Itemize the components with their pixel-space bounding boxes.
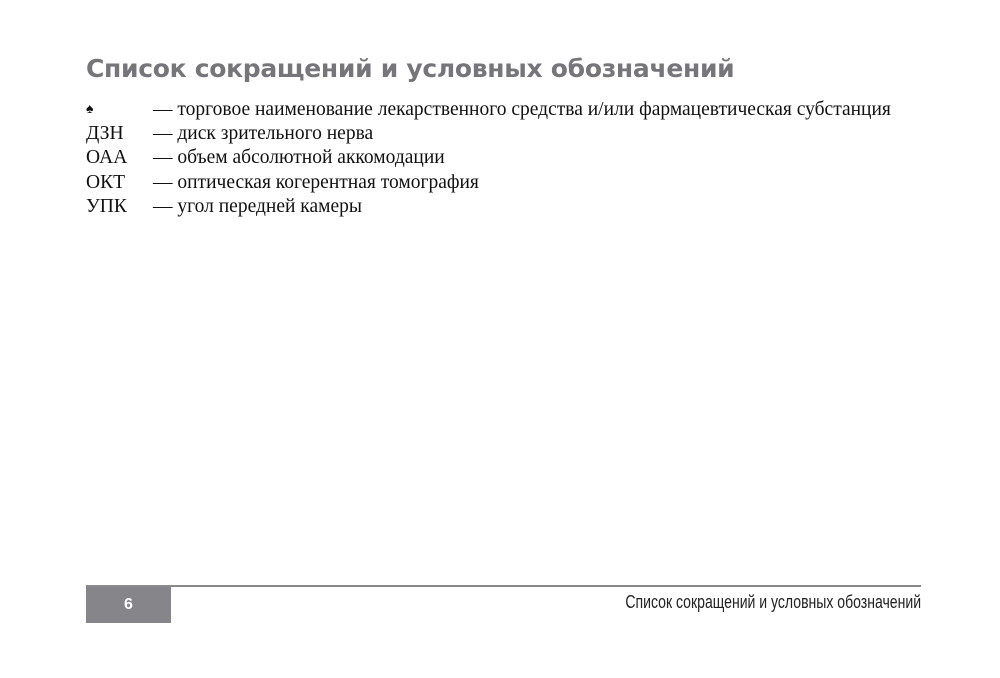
abbreviation-definition: — объем абсолютной аккомодации xyxy=(153,147,445,169)
abbreviation-list: ♠ — торговое наименование лекарственного… xyxy=(86,98,891,219)
list-item: ДЗН — диск зрительного нерва xyxy=(86,122,891,146)
abbreviation-symbol: ♠ xyxy=(86,102,94,117)
abbreviation: ОАА xyxy=(86,147,128,169)
abbreviation: ДЗН xyxy=(86,123,124,145)
page-number: 6 xyxy=(124,596,133,613)
running-title: Список сокращений и условных обозначений xyxy=(625,592,921,612)
abbreviation-definition: — угол передней камеры xyxy=(153,195,362,217)
page-title: Список сокращений и условных обозначений xyxy=(86,54,735,83)
list-item: УПК — угол передней камеры xyxy=(86,195,891,219)
abbreviation-definition: — оптическая когерентная томография xyxy=(153,171,479,193)
abbreviation: УПК xyxy=(86,195,127,217)
footer-divider xyxy=(86,585,921,587)
list-item: ОАА — объем абсолютной аккомодации xyxy=(86,146,891,170)
abbreviation-definition: — диск зрительного нерва xyxy=(153,123,374,145)
abbreviation-definition: — торговое наименование лекарственного с… xyxy=(153,99,891,120)
list-item: ОКТ — оптическая когерентная томография xyxy=(86,171,891,195)
list-item: ♠ — торговое наименование лекарственного… xyxy=(86,98,891,122)
abbreviation: ОКТ xyxy=(86,171,125,193)
page-number-box: 6 xyxy=(86,587,171,623)
